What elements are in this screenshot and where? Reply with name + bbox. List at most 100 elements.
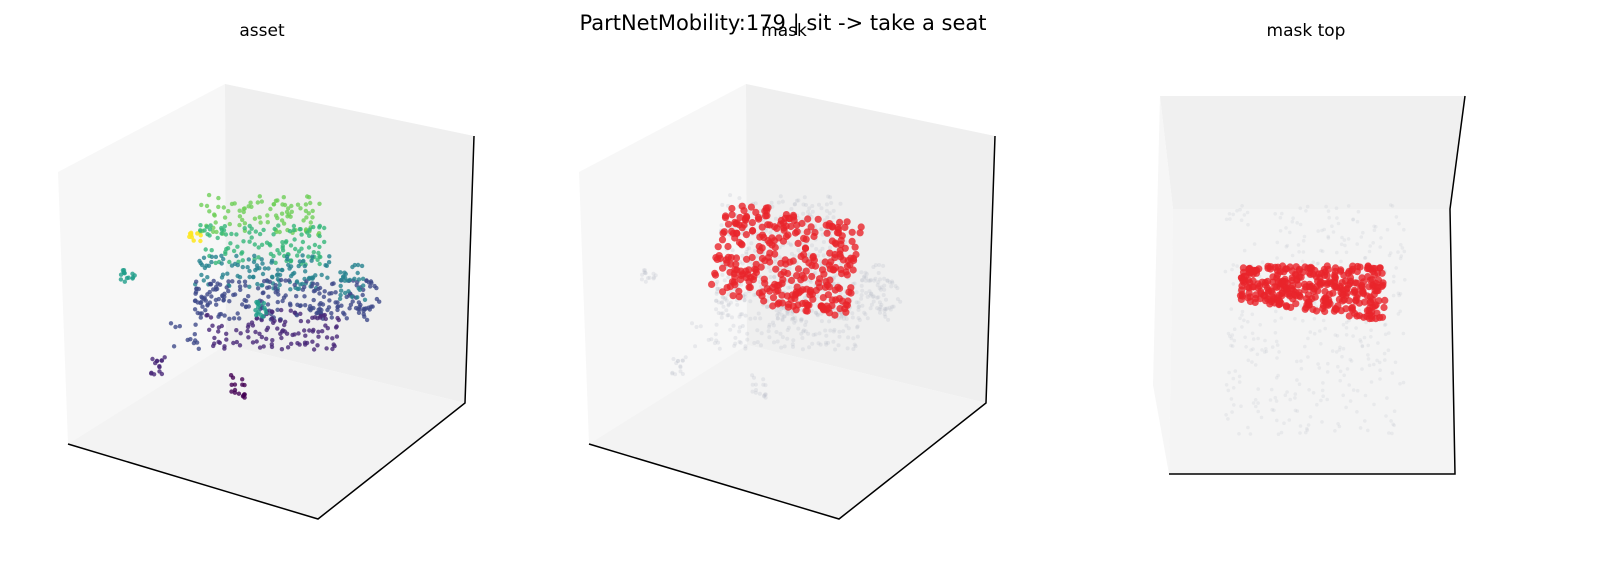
point <box>828 195 833 200</box>
point <box>317 261 322 267</box>
point <box>881 263 886 268</box>
point <box>801 256 809 264</box>
point <box>252 253 257 258</box>
point <box>755 340 760 345</box>
point <box>709 337 714 342</box>
point <box>271 232 276 237</box>
point <box>1363 419 1367 423</box>
point <box>219 261 224 266</box>
point <box>237 275 243 280</box>
point <box>1319 398 1323 403</box>
point <box>360 292 365 298</box>
point <box>716 311 721 315</box>
point <box>1376 264 1384 272</box>
point <box>789 207 794 211</box>
point <box>860 288 865 293</box>
point <box>1295 378 1299 382</box>
point <box>329 311 334 316</box>
point <box>1339 242 1344 247</box>
point <box>214 302 219 307</box>
point <box>800 347 805 352</box>
point <box>808 261 816 270</box>
point <box>1339 259 1343 264</box>
point <box>215 235 220 241</box>
point <box>246 304 251 309</box>
point <box>317 254 322 259</box>
point <box>651 271 656 276</box>
point <box>1293 396 1297 400</box>
point <box>342 312 347 317</box>
point <box>1396 291 1401 296</box>
point <box>1372 224 1376 229</box>
point <box>735 287 743 295</box>
point <box>1402 249 1407 254</box>
point <box>295 202 301 207</box>
point <box>1340 354 1344 359</box>
point <box>1374 225 1378 229</box>
point <box>742 297 747 302</box>
point <box>1279 430 1284 435</box>
point <box>855 334 860 339</box>
point <box>334 334 340 339</box>
point <box>1394 266 1398 270</box>
point <box>149 371 154 376</box>
point <box>778 299 787 307</box>
point <box>224 331 229 336</box>
point <box>242 297 247 303</box>
point <box>262 279 267 284</box>
point <box>849 254 858 263</box>
point <box>813 332 818 337</box>
point <box>1224 217 1229 222</box>
point <box>810 243 814 248</box>
point <box>1371 241 1375 245</box>
point <box>842 308 850 316</box>
point <box>240 258 245 263</box>
point <box>872 278 877 283</box>
point <box>1372 362 1376 367</box>
point <box>1287 303 1295 311</box>
point <box>761 279 769 287</box>
point <box>885 278 890 283</box>
point <box>1229 336 1234 341</box>
point <box>213 260 218 266</box>
point <box>690 321 694 326</box>
point <box>747 246 752 251</box>
point <box>1360 367 1364 371</box>
point <box>224 285 229 290</box>
point <box>193 291 198 296</box>
point <box>832 327 837 332</box>
point <box>310 208 315 214</box>
point <box>738 312 743 317</box>
point <box>317 225 322 230</box>
point <box>237 343 243 348</box>
point <box>374 285 379 291</box>
point <box>1301 263 1309 271</box>
point <box>1346 204 1351 208</box>
point <box>307 227 312 232</box>
point <box>309 258 314 263</box>
point <box>800 336 805 340</box>
point <box>1347 318 1351 323</box>
point <box>199 311 204 316</box>
point <box>292 310 297 315</box>
point <box>322 239 327 245</box>
point <box>1359 235 1364 239</box>
point <box>859 293 864 298</box>
point <box>198 315 203 320</box>
point <box>299 232 304 237</box>
point <box>753 316 758 321</box>
point <box>284 209 290 215</box>
point <box>821 240 826 244</box>
point <box>202 228 207 233</box>
point <box>312 242 318 248</box>
point <box>368 284 373 289</box>
point <box>306 245 312 250</box>
point <box>1275 343 1280 347</box>
point <box>1391 280 1396 284</box>
point <box>1291 216 1295 220</box>
point <box>819 319 824 324</box>
point <box>1229 343 1233 348</box>
point <box>222 224 227 229</box>
point <box>199 202 204 208</box>
point <box>263 307 268 313</box>
